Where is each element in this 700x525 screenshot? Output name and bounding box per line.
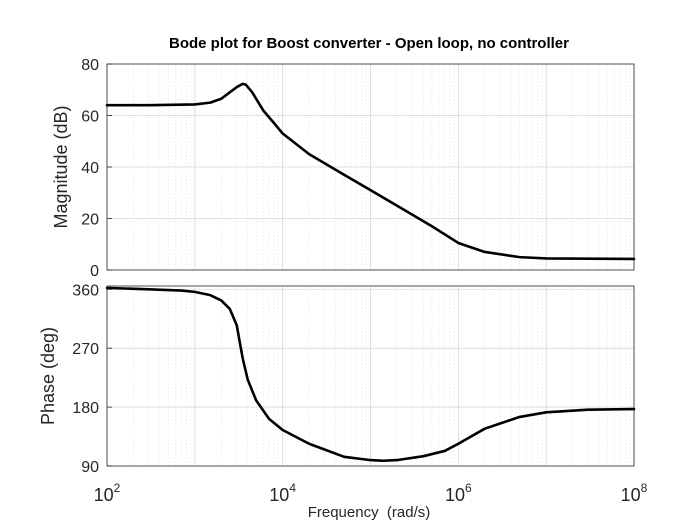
magnitude-y-tick-label: 80 xyxy=(81,57,99,74)
magnitude-y-ticks: 0 20 40 60 80 xyxy=(81,57,112,280)
x-axis-label: Frequency (rad/s) xyxy=(308,504,431,521)
magnitude-y-tick-label: 20 xyxy=(81,212,99,229)
magnitude-y-label: Magnitude (dB) xyxy=(51,105,71,228)
magnitude-grid xyxy=(106,64,635,270)
phase-y-tick-label: 270 xyxy=(72,341,99,358)
phase-y-label: Phase (deg) xyxy=(38,327,58,425)
x-ticks: 102 104 106 108 xyxy=(94,481,648,505)
phase-grid xyxy=(106,286,635,466)
phase-curve xyxy=(105,286,636,463)
x-tick-label: 102 xyxy=(94,481,121,505)
phase-y-ticks: 90 180 270 360 xyxy=(72,282,112,476)
phase-panel: 90 180 270 360 Phase (deg) xyxy=(38,282,636,476)
x-tick-label: 104 xyxy=(269,481,296,505)
phase-y-tick-label: 90 xyxy=(81,459,99,476)
chart-title: Bode plot for Boost converter - Open loo… xyxy=(169,35,569,52)
x-tick-label: 106 xyxy=(445,481,472,505)
phase-y-tick-label: 180 xyxy=(72,400,99,417)
magnitude-y-tick-label: 0 xyxy=(90,263,99,280)
magnitude-curve xyxy=(105,82,636,261)
magnitude-y-tick-label: 60 xyxy=(81,109,99,126)
phase-y-tick-label: 360 xyxy=(72,282,99,299)
magnitude-panel: 0 20 40 60 80 Magnitude (dB) xyxy=(51,57,636,280)
x-tick-label: 108 xyxy=(621,481,648,505)
magnitude-y-tick-label: 40 xyxy=(81,160,99,177)
phase-axes-box xyxy=(106,285,635,467)
